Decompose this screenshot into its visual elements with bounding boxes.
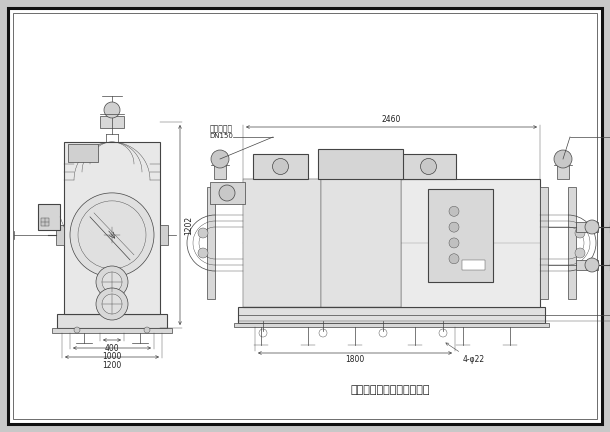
Circle shape [449,222,459,232]
Bar [38,204,60,230]
Bar [576,260,598,270]
Text: 1000: 1000 [102,352,121,361]
Circle shape [102,294,122,314]
Bar [210,182,245,204]
Bar [56,225,64,245]
Bar [401,154,456,179]
Circle shape [449,238,459,248]
Circle shape [420,159,437,175]
Text: 土木在线
civil.com: 土木在线 civil.com [365,216,475,268]
Circle shape [575,248,585,258]
Bar [321,179,401,307]
Bar [160,225,168,245]
Circle shape [104,102,120,118]
Bar [568,187,576,299]
Bar [243,179,321,307]
Circle shape [96,266,128,298]
Bar [462,260,485,270]
Circle shape [144,327,150,333]
Text: 1800: 1800 [345,355,365,364]
Circle shape [449,206,459,216]
Bar [557,165,569,179]
Circle shape [449,254,459,264]
Bar [428,189,493,282]
Circle shape [585,258,599,272]
Circle shape [554,150,572,168]
Text: 冷冻水出口: 冷冻水出口 [210,124,233,133]
Circle shape [211,150,229,168]
Text: 水冷螺杆式冷水机组外形图: 水冷螺杆式冷水机组外形图 [350,385,430,395]
Text: 400: 400 [105,344,120,353]
Bar [540,187,548,299]
Circle shape [96,288,128,320]
Circle shape [575,228,585,238]
Bar [214,165,226,179]
Bar [41,218,49,226]
Circle shape [273,159,289,175]
Bar [238,307,545,323]
Bar [318,149,403,179]
Bar [64,142,160,314]
Circle shape [70,193,154,277]
Text: 1200: 1200 [102,361,121,370]
Circle shape [585,220,599,234]
Text: 1202: 1202 [184,216,193,235]
Bar [234,323,549,327]
Circle shape [74,327,80,333]
Bar [57,314,167,328]
Bar [243,179,540,307]
Bar [576,222,598,232]
Bar [68,144,98,162]
Bar [207,187,215,299]
Text: DN150: DN150 [209,133,233,139]
Text: 4-φ22: 4-φ22 [463,355,485,364]
Circle shape [102,272,122,292]
Bar [52,328,172,333]
Circle shape [198,228,208,238]
Circle shape [219,185,235,201]
Circle shape [198,248,208,258]
Bar [253,154,308,179]
Text: 2460: 2460 [382,115,401,124]
Bar [100,116,124,128]
